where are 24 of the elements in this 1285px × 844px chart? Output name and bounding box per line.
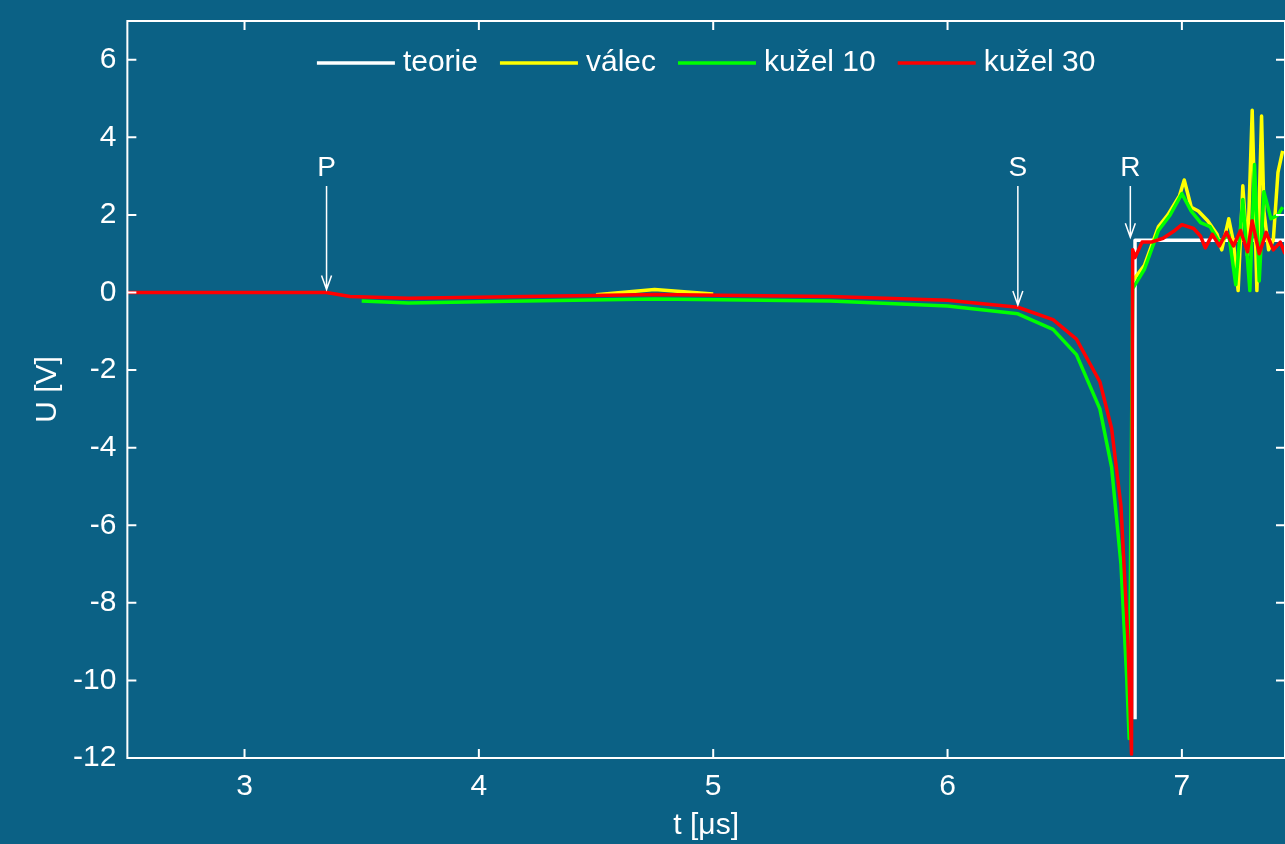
legend-label: válec: [585, 44, 656, 78]
annotation: R: [1120, 151, 1141, 182]
x-tick-label: 6: [939, 768, 956, 802]
y-tick-label: -2: [89, 351, 117, 385]
y-tick-label: -6: [89, 506, 117, 540]
legend-label: kužel 30: [983, 44, 1096, 78]
y-tick-label: -12: [73, 739, 117, 773]
y-tick-label: 4: [99, 118, 117, 152]
annotation: S: [1008, 151, 1028, 182]
y-tick-label: -8: [89, 584, 117, 618]
legend-label: kužel 10: [763, 44, 876, 78]
x-tick-label: 5: [704, 768, 722, 802]
y-tick-label: -10: [73, 661, 117, 695]
annotation: P: [317, 151, 336, 182]
x-tick-label: 7: [1173, 768, 1191, 802]
y-axis-title: U [V]: [29, 356, 63, 423]
y-tick-label: -4: [89, 428, 117, 462]
legend-label: teorie: [402, 44, 478, 78]
x-tick-label: 4: [470, 768, 488, 802]
y-tick-label: 0: [99, 273, 117, 307]
y-tick-label: 2: [99, 196, 117, 230]
y-tick-label: 6: [99, 41, 117, 75]
x-axis-title: t [μs]: [673, 807, 739, 841]
x-tick-label: 3: [236, 768, 253, 802]
